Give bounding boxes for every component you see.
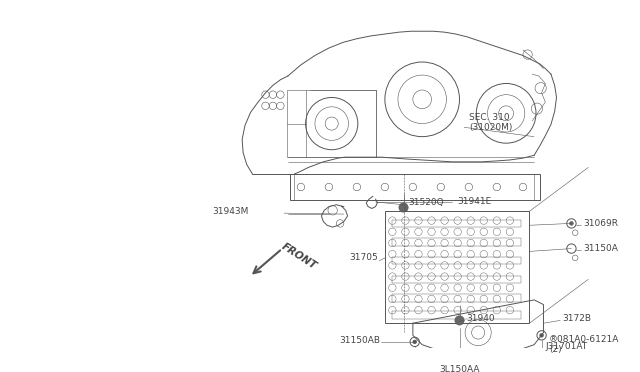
Bar: [392, 220, 521, 227]
Text: 31705: 31705: [349, 253, 378, 262]
Bar: [392, 257, 521, 264]
Text: 31150A: 31150A: [584, 244, 618, 253]
Text: 31520Q: 31520Q: [408, 198, 444, 207]
Circle shape: [399, 203, 408, 212]
Circle shape: [455, 316, 464, 325]
Circle shape: [410, 359, 419, 368]
Circle shape: [540, 333, 543, 337]
Text: SEC. 310
(31020M): SEC. 310 (31020M): [469, 113, 512, 132]
Text: 31069R: 31069R: [584, 219, 619, 228]
Bar: [392, 294, 521, 302]
Circle shape: [570, 222, 573, 225]
Circle shape: [537, 352, 547, 362]
Text: ®081A0-6121A
(2): ®081A0-6121A (2): [549, 335, 620, 355]
Bar: [287, 90, 376, 157]
Text: 31150AB: 31150AB: [339, 336, 380, 344]
Circle shape: [413, 340, 417, 344]
Text: 3172B: 3172B: [562, 314, 591, 323]
Text: J31701AT: J31701AT: [545, 342, 588, 351]
Text: 3L150AA: 3L150AA: [439, 365, 480, 372]
Bar: [392, 276, 521, 283]
Bar: [385, 211, 529, 323]
Text: FRONT: FRONT: [280, 241, 318, 272]
Text: 31941E: 31941E: [458, 196, 492, 205]
Text: 31940: 31940: [466, 314, 495, 323]
Bar: [392, 311, 521, 318]
Bar: [290, 174, 540, 200]
Text: 31943M: 31943M: [212, 207, 249, 216]
Bar: [392, 238, 521, 246]
